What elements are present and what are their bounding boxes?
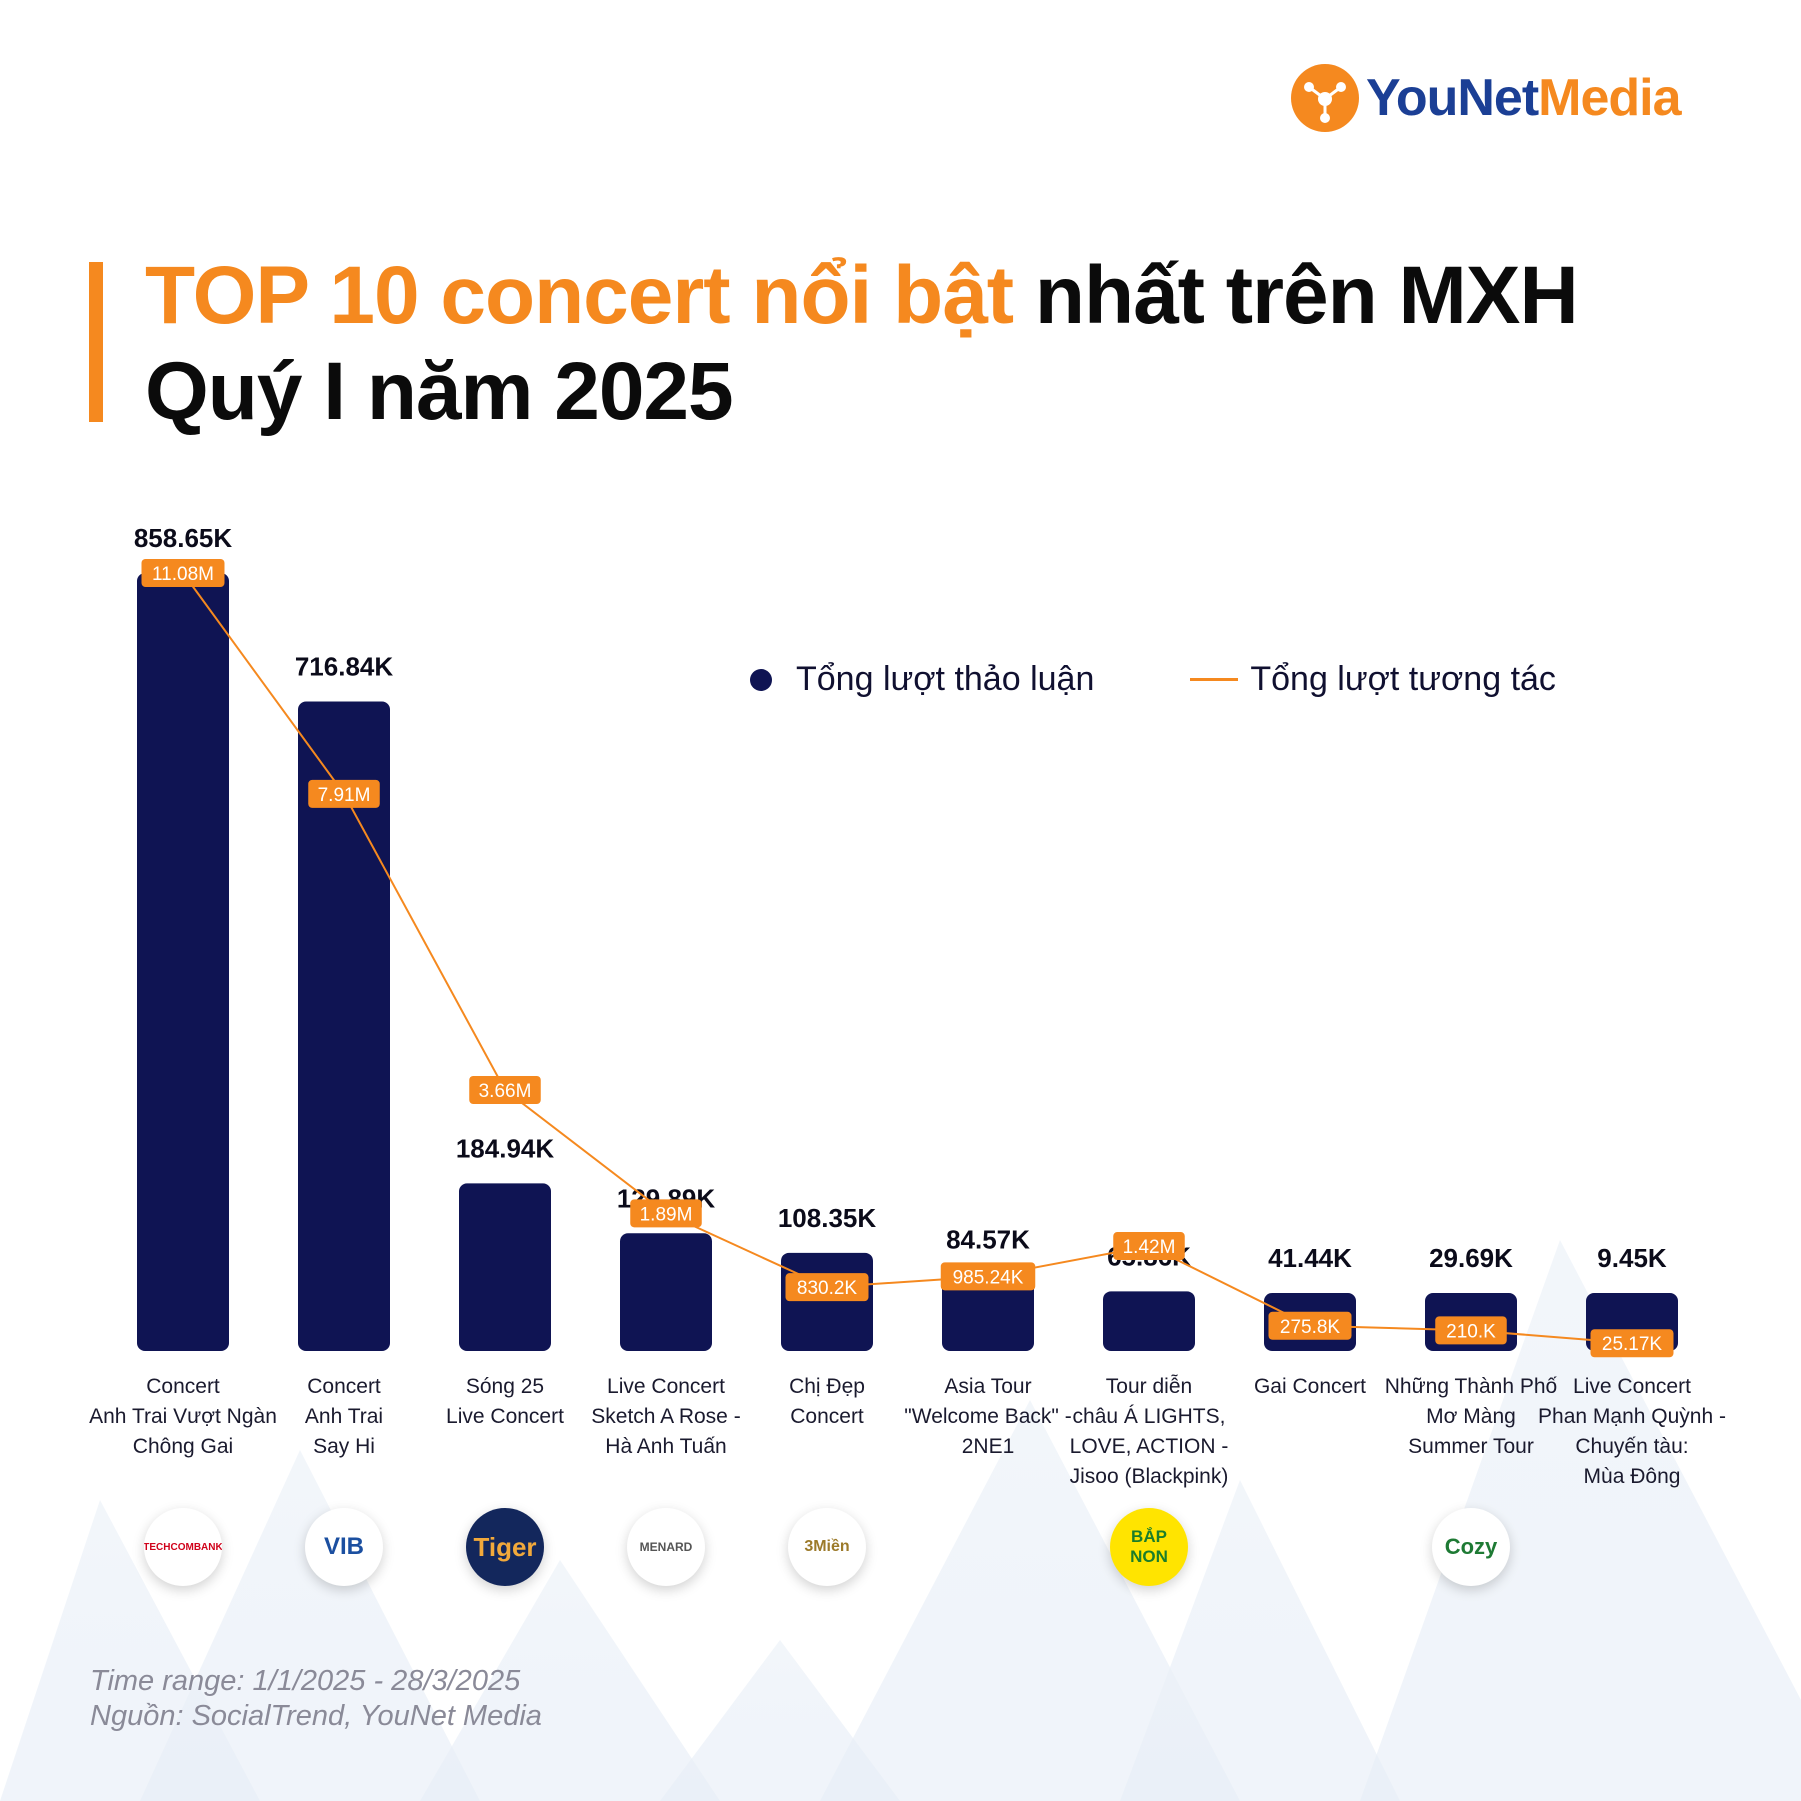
legend-bar-label: Tổng lượt thảo luận (796, 660, 1095, 698)
x-tick-label: Asia Tour "Welcome Back" - 2NE1 (904, 1375, 1072, 1458)
sponsor-logo: MENARD (627, 1508, 705, 1586)
x-tick-label: Concert Anh Trai Say Hi (304, 1375, 384, 1458)
bar-4 (620, 1233, 712, 1351)
bar-value-label: 29.69K (1429, 1243, 1513, 1273)
line-point-10 (1590, 1329, 1674, 1358)
line-value-label: 7.91M (318, 785, 371, 806)
title-rest: nhất trên MXH (1013, 250, 1579, 341)
logo-younet-text: YouNet (1366, 69, 1539, 127)
bar-value-label: 84.57K (946, 1224, 1030, 1254)
line-series (182, 572, 1633, 1345)
x-tick-label: Concert Anh Trai Vượt Ngàn Chông Gai (89, 1375, 277, 1458)
line-point-2 (308, 779, 380, 808)
sponsor-logo: Tiger (466, 1508, 544, 1586)
x-tick-label: Live Concert Phan Mạnh Quỳnh - Chuyến tà… (1538, 1375, 1726, 1488)
line-value-label: 985.24K (953, 1267, 1024, 1288)
chart-legend: Tổng lượt thảo luận Tổng lượt tương tác (750, 660, 1556, 699)
x-tick-label: Gai Concert (1253, 1375, 1367, 1398)
sponsor-logo: BẮP NON (1110, 1508, 1188, 1586)
bar-7 (1103, 1291, 1195, 1351)
bar-3 (459, 1183, 551, 1351)
line-value-label: 1.42M (1123, 1237, 1176, 1258)
bar-value-label: 716.84K (295, 651, 394, 681)
bar-value-label: 108.35K (778, 1203, 877, 1233)
line-point-8 (1268, 1311, 1352, 1340)
younet-media-logo: YouNetMedia (1290, 58, 1682, 138)
line-point-3 (469, 1075, 541, 1104)
bar-1 (137, 573, 229, 1351)
legend-line-label: Tổng lượt tương tác (1250, 660, 1556, 698)
title-highlight: TOP 10 concert nổi bật (145, 250, 1014, 341)
line-point-6 (940, 1262, 1036, 1291)
bar-value-label: 9.45K (1597, 1243, 1667, 1273)
legend-line-swatch (1190, 678, 1239, 681)
legend-bar-swatch (750, 668, 772, 691)
bar-5 (781, 1252, 873, 1351)
sponsor-logo: Cozy (1432, 1508, 1510, 1586)
logo-media-text: Media (1538, 69, 1681, 127)
line-value-label: 275.8K (1280, 1317, 1341, 1338)
line-value-label: 210.K (1446, 1321, 1496, 1342)
sponsor-logo: 3Miền (788, 1508, 866, 1586)
source-note: Nguồn: SocialTrend, YouNet Media (90, 1700, 542, 1732)
sponsor-logo: TECHCOMBANK (144, 1508, 222, 1586)
line-value-label: 11.08M (152, 564, 214, 585)
bar-2 (298, 701, 390, 1351)
page-title: TOP 10 concert nổi bật nhất trên MXH Quý… (145, 248, 1745, 440)
line-value-label: 1.89M (640, 1204, 693, 1225)
line-point-7 (1113, 1232, 1185, 1261)
x-tick-label: Live Concert Sketch A Rose - Hà Anh Tuấn (591, 1375, 741, 1458)
x-tick-label: Tour diễn châu Á LIGHTS, LOVE, ACTION - … (1069, 1375, 1229, 1488)
x-tick-label: Chị Đẹp Concert (789, 1375, 865, 1428)
x-tick-label: Những Thành Phố Mơ Màng Summer Tour (1384, 1375, 1558, 1458)
bar-value-label: 41.44K (1268, 1243, 1352, 1273)
line-value-label: 830.2K (797, 1278, 858, 1299)
line-value-label: 3.66M (479, 1081, 532, 1102)
title-line2: Quý I năm 2025 (145, 346, 734, 437)
line-point-9 (1435, 1316, 1507, 1345)
footer: Time range: 1/1/2025 - 28/3/2025 Nguồn: … (90, 1664, 542, 1734)
bar-value-label: 858.65K (134, 523, 233, 553)
bar-value-label: 184.94K (456, 1133, 555, 1163)
sponsor-logo: VIB (305, 1508, 383, 1586)
bar-6 (942, 1274, 1034, 1351)
title-accent-bar (89, 262, 103, 422)
line-point-4 (630, 1199, 702, 1228)
line-value-label: 25.17K (1602, 1334, 1663, 1355)
line-point-1 (141, 559, 225, 587)
line-point-5 (785, 1273, 869, 1302)
x-tick-label: Sóng 25 Live Concert (446, 1375, 564, 1428)
time-range: Time range: 1/1/2025 - 28/3/2025 (90, 1665, 521, 1697)
younet-logo-icon (1291, 64, 1359, 132)
